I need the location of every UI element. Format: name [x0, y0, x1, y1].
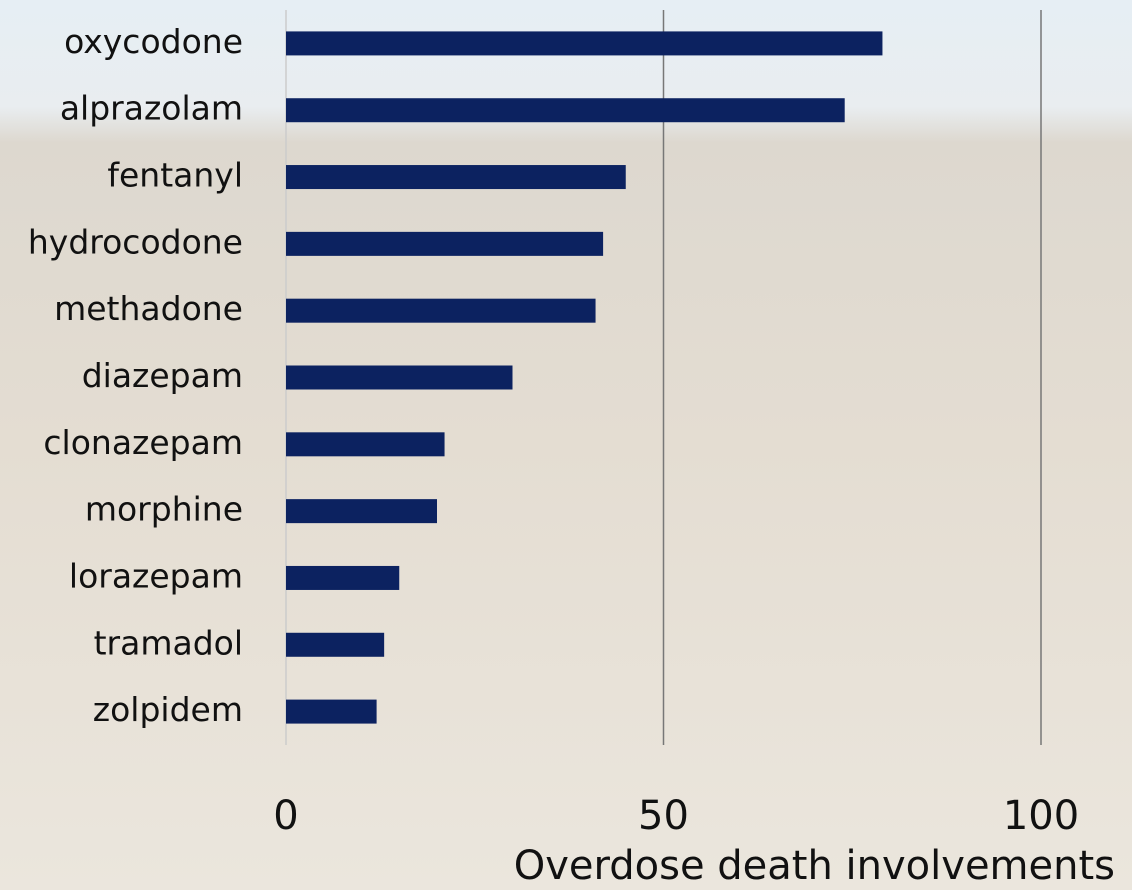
y-tick-label: clonazepam — [43, 423, 243, 462]
y-tick-label: tramadol — [94, 623, 243, 662]
y-tick-label: fentanyl — [107, 156, 243, 195]
bar — [286, 632, 385, 657]
x-tick-label: 100 — [1003, 793, 1079, 839]
bar — [286, 699, 377, 724]
x-tick-label: 0 — [273, 793, 298, 839]
bar — [286, 499, 437, 524]
y-tick-label: lorazepam — [69, 556, 243, 595]
y-tick-label: diazepam — [82, 356, 243, 395]
bar — [286, 432, 445, 457]
y-tick-label: oxycodone — [64, 22, 243, 61]
x-tick-label: 50 — [638, 793, 689, 839]
x-axis-title: Overdose death involvements — [514, 843, 1115, 889]
y-tick-label: zolpidem — [93, 690, 243, 729]
y-tick-label: morphine — [85, 490, 243, 529]
bar — [286, 31, 883, 56]
bar — [286, 565, 400, 590]
bar — [286, 165, 626, 190]
bar — [286, 365, 513, 390]
y-tick-label: hydrocodone — [28, 222, 243, 261]
bar — [286, 298, 596, 323]
y-tick-label: alprazolam — [60, 89, 243, 128]
bar — [286, 98, 845, 123]
bar — [286, 231, 604, 256]
y-tick-label: methadone — [54, 289, 243, 328]
